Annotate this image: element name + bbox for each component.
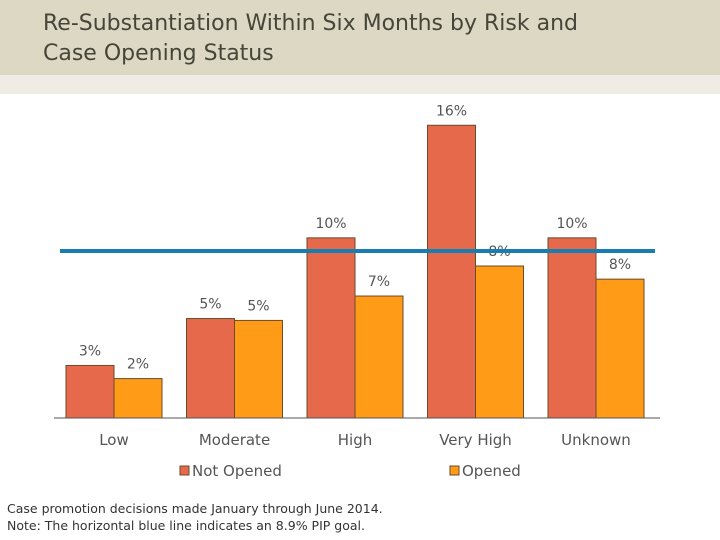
- bar-opened: [354, 295, 404, 419]
- title-band: [0, 0, 720, 75]
- data-label: 10%: [315, 216, 346, 232]
- bar-not-opened: [65, 364, 115, 419]
- legend-swatch: [449, 465, 460, 476]
- bar-opened: [475, 265, 524, 419]
- bar-not-opened: [427, 124, 476, 419]
- data-label: 8%: [609, 257, 631, 273]
- legend-label: Opened: [462, 462, 521, 480]
- footer-line-1: Case promotion decisions made January th…: [7, 501, 383, 516]
- x-tick-label: Low: [99, 431, 129, 449]
- x-tick-label: Unknown: [561, 431, 631, 449]
- title-sub-band: [0, 75, 720, 94]
- data-label: 10%: [556, 216, 587, 232]
- title-line-1: Re-Substantiation Within Six Months by R…: [43, 11, 578, 36]
- bar-not-opened: [186, 318, 235, 419]
- data-label: 7%: [368, 274, 390, 290]
- data-label: 5%: [247, 298, 269, 314]
- data-label: 2%: [127, 357, 149, 373]
- bar-not-opened: [547, 237, 597, 419]
- bar-chart: 3% 2% Low 5% 5% Moderate 10% 7% High 16% 8% Very Hi…: [54, 103, 660, 480]
- footer-notes: Case promotion decisions made January th…: [7, 500, 383, 534]
- legend-swatch: [179, 465, 190, 476]
- chart-title: Re-Substantiation Within Six Months by R…: [43, 9, 578, 69]
- bar-opened: [595, 278, 645, 419]
- footer-line-2: Note: The horizontal blue line indicates…: [7, 518, 365, 533]
- legend-label: Not Opened: [192, 462, 282, 480]
- data-label: 16%: [436, 103, 467, 119]
- bar-opened: [234, 319, 283, 419]
- title-line-2: Case Opening Status: [43, 41, 274, 66]
- bar-opened: [113, 378, 163, 419]
- x-tick-label: Very High: [439, 431, 512, 449]
- data-label: 3%: [79, 343, 101, 359]
- x-tick-label: Moderate: [199, 431, 270, 449]
- data-label: 5%: [199, 297, 221, 313]
- bar-not-opened: [306, 237, 356, 419]
- x-tick-label: High: [338, 431, 372, 449]
